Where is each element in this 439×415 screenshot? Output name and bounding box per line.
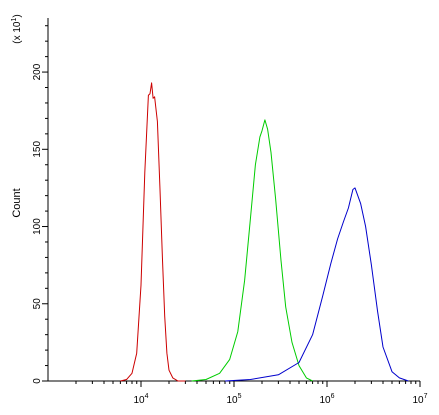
x-tick-label: 107 xyxy=(412,393,427,406)
y-tick-label: 150 xyxy=(32,141,43,158)
minor-ticks xyxy=(45,25,417,384)
y-multiplier-suffix: ) xyxy=(12,14,23,17)
histogram-series-2 xyxy=(191,119,313,382)
y-axis xyxy=(42,18,49,382)
histogram-series-3 xyxy=(224,187,409,382)
y-tick-labels: 0 50 100 150 200 xyxy=(32,63,43,383)
y-tick-label: 100 xyxy=(32,218,43,235)
histogram-series-1 xyxy=(120,82,186,382)
x-tick-labels: 104 105 106 107 xyxy=(133,393,427,406)
series-group xyxy=(120,82,409,382)
y-tick-label: 0 xyxy=(32,378,43,384)
x-tick-label: 104 xyxy=(133,393,148,406)
y-tick-label: 200 xyxy=(32,63,43,80)
x-tick-label: 106 xyxy=(319,393,334,406)
y-axis-title: Count xyxy=(11,188,23,217)
y-multiplier-prefix: (x 10 xyxy=(12,21,23,44)
x-axis xyxy=(48,380,421,387)
y-tick-label: 50 xyxy=(32,298,43,310)
y-multiplier-exponent: 1 xyxy=(11,18,18,22)
x-tick-label: 105 xyxy=(226,393,241,406)
y-multiplier-label: (x 101) xyxy=(11,14,23,43)
